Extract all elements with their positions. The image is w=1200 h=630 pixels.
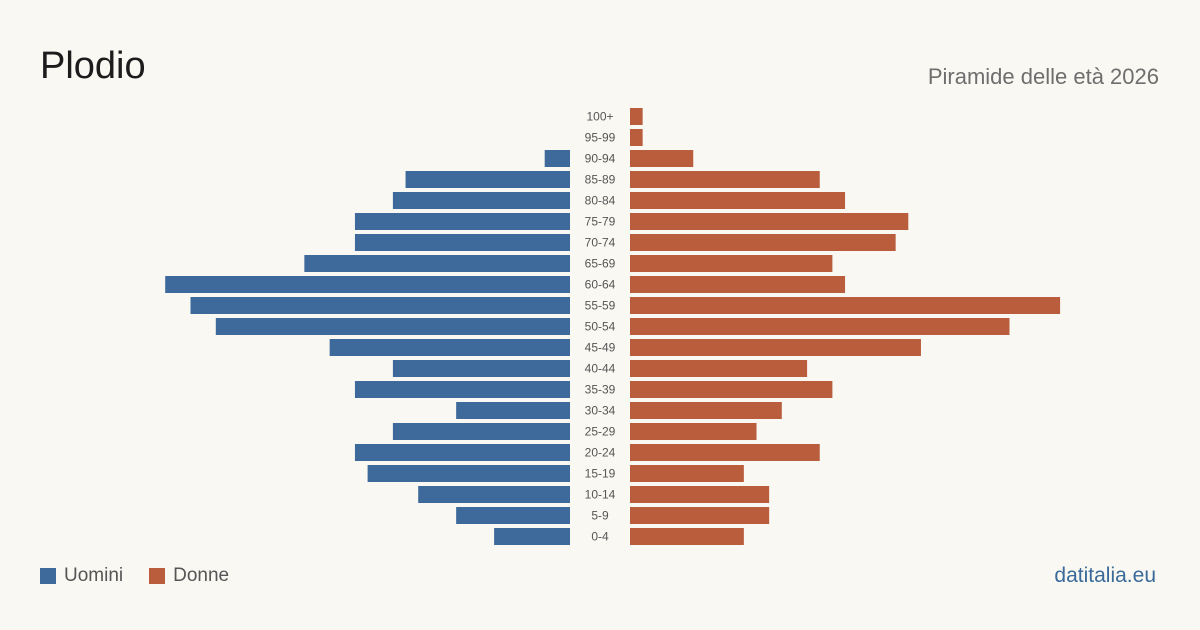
- age-label-30-34: 30-34: [585, 404, 616, 418]
- bar-women-40-44: [630, 360, 808, 377]
- bar-men-20-24: [354, 444, 570, 461]
- bar-men-0-4: [494, 528, 570, 545]
- age-label-85-89: 85-89: [585, 173, 616, 187]
- bar-women-5-9: [630, 507, 770, 524]
- bar-women-95-99: [630, 129, 643, 146]
- bar-men-70-74: [354, 234, 570, 251]
- bar-women-60-64: [630, 276, 846, 293]
- bar-women-80-84: [630, 192, 846, 209]
- age-label-45-49: 45-49: [585, 341, 616, 355]
- bar-women-30-34: [630, 402, 782, 419]
- bar-women-70-74: [630, 234, 896, 251]
- legend-item-men: Uomini: [40, 565, 123, 587]
- legend-item-women: Donne: [149, 565, 229, 587]
- bar-men-5-9: [456, 507, 570, 524]
- bar-men-10-14: [418, 486, 570, 503]
- bar-men-35-39: [354, 381, 570, 398]
- age-label-75-79: 75-79: [585, 215, 616, 229]
- bar-men-45-49: [329, 339, 570, 356]
- bar-women-75-79: [630, 213, 909, 230]
- bar-women-65-69: [630, 255, 833, 272]
- age-label-90-94: 90-94: [585, 152, 616, 166]
- age-label-65-69: 65-69: [585, 257, 616, 271]
- page-title: Plodio: [40, 45, 146, 87]
- chart-legend: Uomini Donne: [40, 565, 255, 587]
- age-label-25-29: 25-29: [585, 425, 616, 439]
- age-label-60-64: 60-64: [585, 278, 616, 292]
- bar-women-10-14: [630, 486, 770, 503]
- age-label-5-9: 5-9: [591, 509, 609, 523]
- bar-men-80-84: [392, 192, 570, 209]
- legend-swatch-women: [149, 568, 166, 584]
- age-label-0-4: 0-4: [591, 530, 609, 544]
- bar-men-25-29: [392, 423, 570, 440]
- age-label-40-44: 40-44: [585, 362, 616, 376]
- age-label-10-14: 10-14: [585, 488, 616, 502]
- bar-women-100plus: [630, 108, 643, 125]
- bar-men-30-34: [456, 402, 570, 419]
- bar-men-85-89: [405, 171, 570, 188]
- source-link[interactable]: datitalia.eu: [1054, 564, 1156, 587]
- age-label-80-84: 80-84: [585, 194, 616, 208]
- bar-women-25-29: [630, 423, 757, 440]
- bar-men-40-44: [392, 360, 570, 377]
- bar-women-15-19: [630, 465, 744, 482]
- bar-men-15-19: [367, 465, 570, 482]
- age-label-70-74: 70-74: [585, 236, 616, 250]
- legend-swatch-men: [40, 568, 56, 584]
- bar-men-50-54: [215, 318, 571, 335]
- legend-label-men: Uomini: [64, 565, 124, 586]
- bar-women-85-89: [630, 171, 820, 188]
- age-label-20-24: 20-24: [585, 446, 616, 460]
- age-label-100plus: 100+: [586, 110, 613, 124]
- age-label-15-19: 15-19: [585, 467, 616, 481]
- bar-men-60-64: [165, 276, 570, 293]
- bar-women-0-4: [630, 528, 744, 545]
- age-label-55-59: 55-59: [585, 299, 616, 313]
- bar-women-55-59: [630, 297, 1061, 314]
- bar-men-55-59: [190, 297, 570, 314]
- legend-label-women: Donne: [173, 565, 230, 586]
- bar-women-35-39: [630, 381, 833, 398]
- age-label-50-54: 50-54: [585, 320, 616, 334]
- bar-women-45-49: [630, 339, 921, 356]
- bar-women-20-24: [630, 444, 820, 461]
- bar-men-75-79: [354, 213, 570, 230]
- age-label-35-39: 35-39: [585, 383, 616, 397]
- bar-men-65-69: [304, 255, 570, 272]
- chart-subtitle: Piramide delle età 2026: [927, 64, 1159, 89]
- bar-women-90-94: [630, 150, 694, 167]
- age-label-95-99: 95-99: [585, 131, 616, 145]
- bar-women-50-54: [630, 318, 1010, 335]
- bar-men-90-94: [544, 150, 570, 167]
